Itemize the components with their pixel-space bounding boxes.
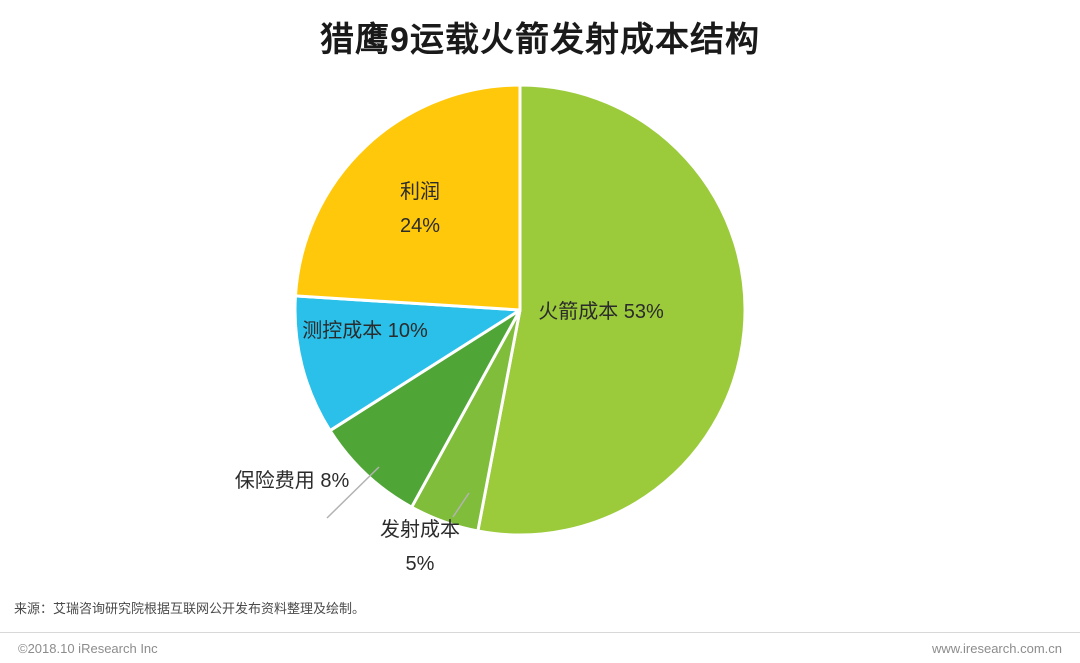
source-note: 来源：艾瑞咨询研究院根据互联网公开发布资料整理及绘制。 [14, 601, 366, 616]
footer-bar: ©2018.10 iResearch Inc www.iresearch.com… [0, 632, 1080, 663]
launch-leader-line [452, 492, 470, 518]
website-text: www.iresearch.com.cn [931, 640, 1062, 656]
slice-label-launch-value: 5% [405, 553, 435, 575]
slice-label-rocket: 火箭成本 53% [538, 301, 664, 323]
pie-slice-2 [328, 308, 522, 509]
insurance-leader-line [326, 466, 380, 519]
pie-slice-0 [476, 83, 747, 537]
slice-label-insurance: 保险费用 8% [234, 470, 350, 492]
slice-label-profit-name: 利润 [400, 181, 440, 203]
pie-slices-group [293, 83, 747, 537]
chart-title: 猎鹰9运载火箭发射成本结构 [320, 21, 760, 59]
slice-label-control: 测控成本 10% [302, 320, 428, 342]
slice-label-profit: 利润 24% [400, 175, 440, 243]
pie-slice-3 [293, 294, 522, 433]
pie-slice-4 [293, 83, 522, 312]
slice-label-profit-value: 24% [399, 215, 441, 237]
slice-label-launch-name: 发射成本 [380, 519, 460, 541]
copyright-text: ©2018.10 iResearch Inc [18, 640, 158, 656]
slice-label-launch: 发射成本 5% [380, 513, 460, 581]
